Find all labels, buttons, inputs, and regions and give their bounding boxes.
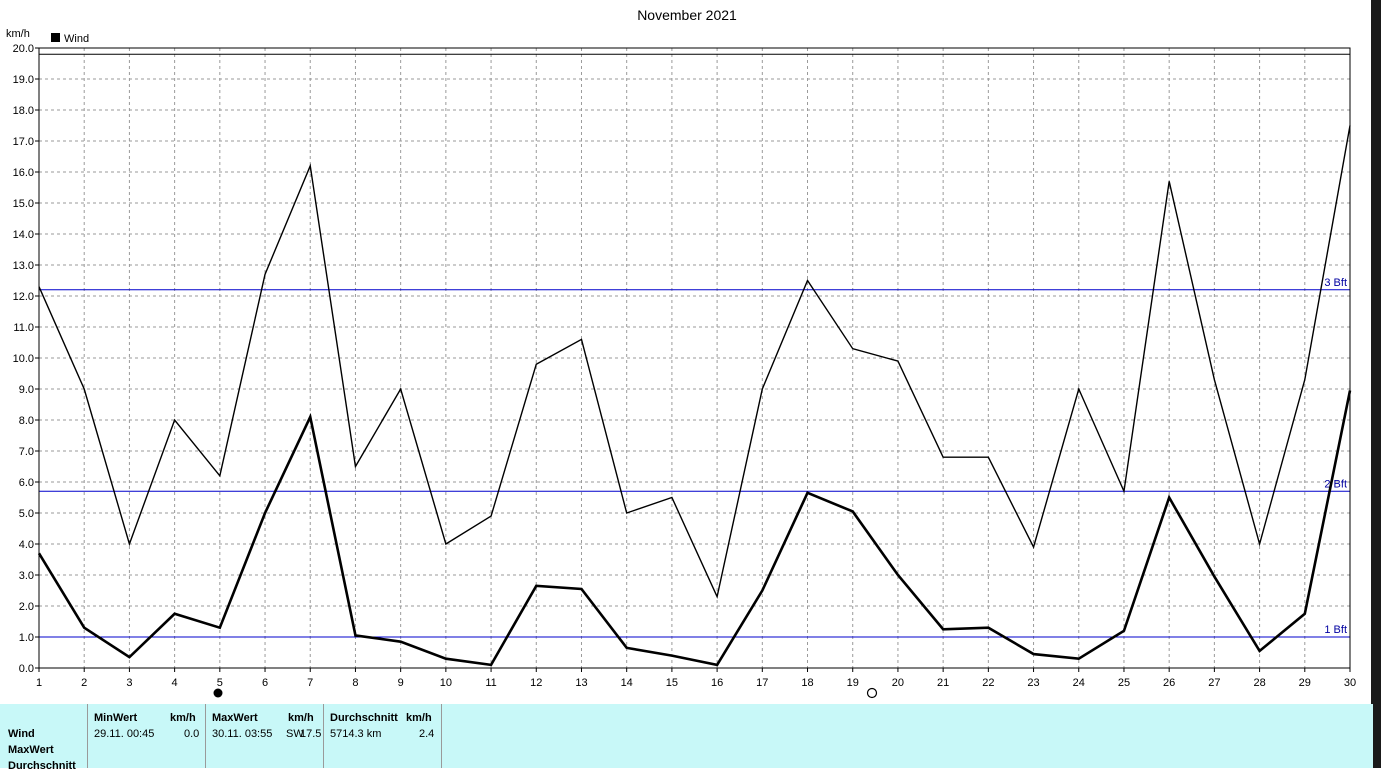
y-tick-label: 3.0: [19, 570, 34, 582]
y-axis-unit-label: km/h: [6, 28, 30, 40]
x-tick-label: 11: [485, 677, 496, 689]
x-tick-label: 5: [217, 677, 223, 689]
x-tick-label: 16: [711, 677, 723, 689]
max-value: 17.5: [300, 728, 322, 740]
x-tick-label: 20: [892, 677, 904, 689]
x-tick-label: 17: [756, 677, 768, 689]
y-tick-label: 11.0: [13, 322, 34, 334]
max-direction: SW: [286, 728, 304, 740]
avg-unit: km/h: [406, 712, 432, 724]
x-tick-label: 29: [1299, 677, 1311, 689]
x-tick-label: 26: [1163, 677, 1175, 689]
x-tick-label: 28: [1253, 677, 1265, 689]
min-header: MinWert: [94, 712, 138, 724]
x-tick-label: 24: [1073, 677, 1085, 689]
x-tick-label: 6: [262, 677, 268, 689]
full-moon-icon: [866, 687, 878, 699]
y-tick-label: 6.0: [19, 477, 34, 489]
stats-panel: Wind MaxWert Durchschnitt MinWert km/h 2…: [0, 704, 1373, 772]
y-tick-label: 4.0: [19, 539, 34, 551]
avg-value: 2.4: [419, 728, 435, 740]
legend-swatch-wind: [51, 33, 60, 42]
y-tick-label: 10.0: [13, 353, 34, 365]
x-tick-label: 19: [847, 677, 859, 689]
y-tick-label: 8.0: [19, 415, 34, 427]
x-tick-label: 18: [801, 677, 813, 689]
right-edge-strip: [1371, 0, 1381, 768]
avg-header: Durchschnitt: [330, 712, 398, 724]
x-tick-label: 27: [1208, 677, 1220, 689]
y-tick-label: 1.0: [19, 632, 34, 644]
y-tick-label: 14.0: [13, 229, 34, 241]
max-datetime: 30.11. 03:55: [212, 728, 273, 740]
y-tick-label: 17.0: [13, 136, 34, 148]
x-tick-label: 25: [1118, 677, 1130, 689]
column-divider: [205, 704, 206, 768]
y-tick-label: 19.0: [13, 74, 34, 86]
series-line-wind: [37, 390, 1352, 667]
x-tick-label: 21: [937, 677, 949, 689]
reference-line-label: 1 Bft: [1324, 624, 1347, 636]
y-tick-label: 16.0: [13, 167, 34, 179]
y-tick-label: 5.0: [19, 508, 34, 520]
x-tick-label: 30: [1344, 677, 1356, 689]
x-tick-label: 7: [307, 677, 313, 689]
min-value: 0.0: [184, 728, 200, 740]
x-tick-label: 15: [666, 677, 678, 689]
x-tick-label: 8: [352, 677, 358, 689]
x-tick-label: 23: [1027, 677, 1039, 689]
y-tick-label: 9.0: [19, 384, 34, 396]
column-divider: [441, 704, 442, 768]
x-tick-label: 12: [530, 677, 542, 689]
y-axis-ticks: 0.0 1.0 2.0 3.0 4.0 5.0 6.0 7.0 8.0 9.0 10.0 11.0 12…: [13, 43, 39, 675]
x-tick-label: 14: [621, 677, 633, 689]
series-group: [37, 125, 1352, 667]
new-moon-icon: [213, 688, 223, 698]
series-line-max: [38, 125, 1351, 599]
y-tick-label: 0.0: [19, 663, 34, 675]
reference-line-label: 3 Bft: [1324, 277, 1347, 289]
avg-distance: 5714.3 km: [330, 728, 382, 740]
x-tick-label: 2: [81, 677, 87, 689]
y-tick-label: 2.0: [19, 601, 34, 613]
stats-row-label: Wind: [8, 728, 35, 740]
max-header: MaxWert: [212, 712, 258, 724]
max-unit: km/h: [288, 712, 314, 724]
stats-row-label: Durchschnitt: [8, 760, 76, 772]
column-divider: [87, 704, 88, 768]
y-tick-label: 7.0: [19, 446, 34, 458]
y-tick-label: 15.0: [13, 198, 34, 210]
x-tick-label: 3: [126, 677, 132, 689]
x-tick-label: 22: [982, 677, 994, 689]
chart-title: November 2021: [637, 7, 737, 23]
x-axis-ticks: 1 2 3 4 5 6 7 8 9 10 11 12 13 14 15 16 17 18 19 20 21 22 23 24 2…: [36, 668, 1356, 689]
y-tick-label: 12.0: [13, 291, 34, 303]
column-divider: [323, 704, 324, 768]
legend-label-wind: Wind: [64, 33, 89, 45]
reference-lines: 1 Bft 2 Bft 3 Bft: [39, 53, 1350, 638]
min-unit: km/h: [170, 712, 196, 724]
x-tick-label: 13: [575, 677, 587, 689]
min-datetime: 29.11. 00:45: [94, 728, 155, 740]
x-tick-label: 10: [440, 677, 452, 689]
x-tick-label: 4: [172, 677, 178, 689]
x-tick-label: 1: [36, 677, 42, 689]
reference-line-label: 2 Bft: [1324, 478, 1347, 490]
y-tick-label: 18.0: [13, 105, 34, 117]
stats-row-label: MaxWert: [8, 744, 54, 756]
grid: [38, 47, 1351, 669]
x-tick-label: 9: [398, 677, 404, 689]
y-tick-label: 13.0: [13, 260, 34, 272]
y-tick-label: 20.0: [13, 43, 34, 55]
